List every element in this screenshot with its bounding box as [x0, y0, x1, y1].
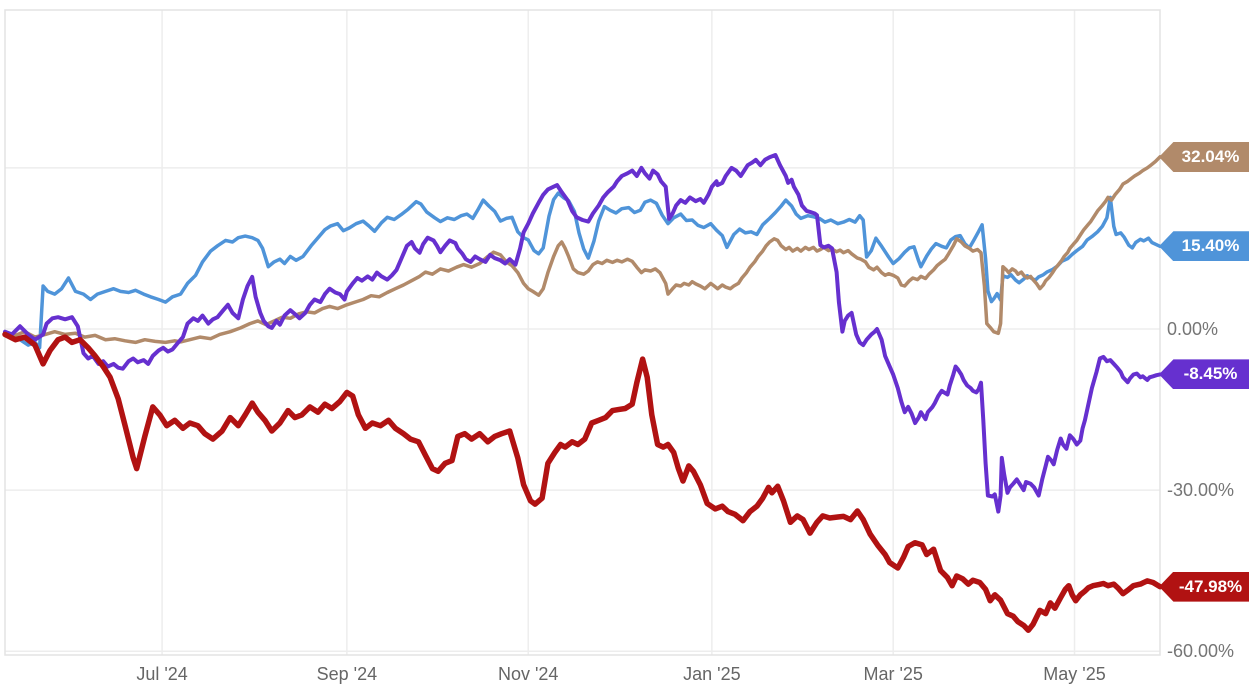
series-line-blue: [3, 191, 1162, 350]
series-line-tan: [3, 155, 1162, 345]
x-axis-label: May '25: [1043, 664, 1105, 684]
y-axis-label: 0.00%: [1167, 319, 1218, 339]
y-axis-label: -30.00%: [1167, 480, 1234, 500]
series-line-red: [2, 331, 1163, 634]
x-axis-label: Sep '24: [317, 664, 378, 684]
y-axis-label: -60.00%: [1167, 641, 1234, 661]
x-axis-label: Jan '25: [683, 664, 740, 684]
series-line-purple: [3, 153, 1162, 514]
x-axis-label: Nov '24: [498, 664, 558, 684]
x-axis-label: Jul '24: [136, 664, 187, 684]
plot-border: [4, 9, 1161, 656]
x-axis-label: Mar '25: [863, 664, 922, 684]
